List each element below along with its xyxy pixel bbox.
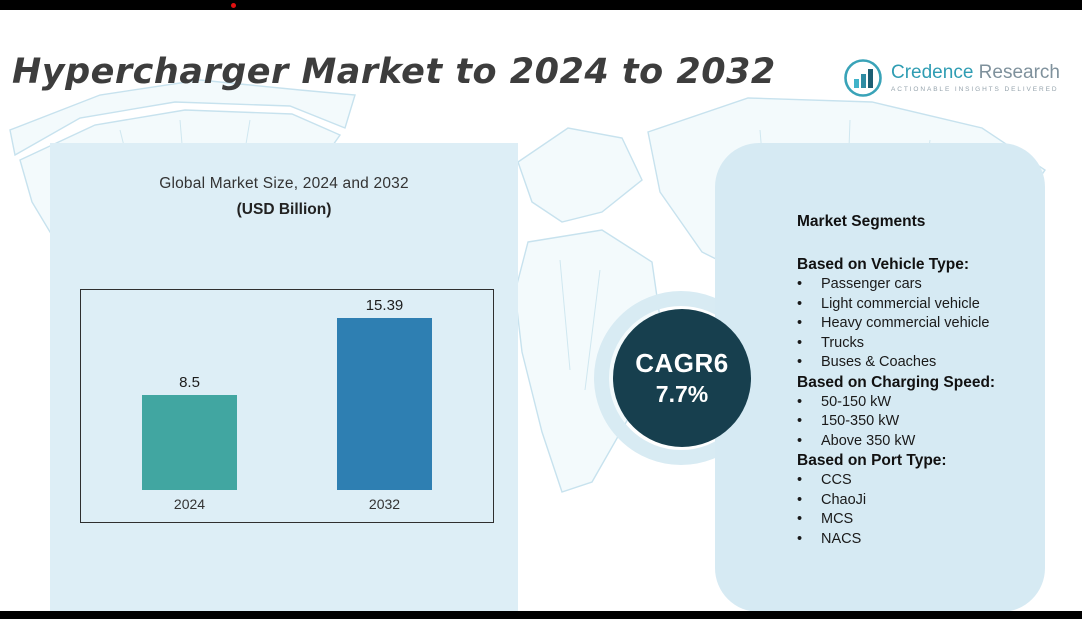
bar-value-label: 15.39 [365, 297, 404, 314]
logo-name: Credence Research [891, 62, 1060, 83]
cagr-badge: CAGR6 7.7% [613, 309, 751, 447]
list-item: • NACS [797, 530, 1029, 550]
logo-chart-icon [844, 59, 882, 97]
bullet-icon: • [797, 491, 803, 508]
chart-heading-line2: (USD Billion) [236, 201, 332, 218]
bar-value-label: 8.5 [179, 374, 200, 391]
list-item: • Buses & Coaches [797, 353, 1029, 373]
top-bar [0, 0, 1082, 10]
segment-list-port-type: • CCS • ChaoJi • MCS • NACS [797, 471, 1029, 549]
segment-list-vehicle-type: • Passenger cars • Light commercial vehicl… [797, 275, 1029, 373]
bar-category-label: 2032 [368, 496, 401, 512]
list-item: • Trucks [797, 334, 1029, 354]
segments-heading: Market Segments [797, 213, 926, 230]
bullet-icon: • [797, 393, 803, 410]
bullet-icon: • [797, 472, 803, 488]
bullet-icon: • [797, 511, 803, 527]
list-item: • 150-350 kW [797, 412, 1029, 432]
bullet-icon: • [797, 276, 803, 292]
cagr-label: CAGR6 [635, 348, 729, 378]
logo-tagline: Actionable Insights Delivered [891, 86, 1059, 93]
red-dot [231, 3, 236, 8]
list-item: • ChaoJi [797, 491, 1029, 511]
list-item: • CCS [797, 471, 1029, 491]
cagr-value: 7.7% [655, 381, 709, 407]
chart-heading-line1: Global Market Size, 2024 and 2032 [159, 175, 409, 192]
bar-group-2024: 8.5 2024 [142, 290, 237, 516]
list-item: • MCS [797, 510, 1029, 530]
segment-section-title: Based on Port Type: [797, 452, 947, 469]
logo-text: Credence Research Actionable Insights De… [891, 62, 1060, 94]
list-item: • Light commercial vehicle [797, 295, 1029, 315]
market-size-panel: Global Market Size, 2024 and 2032 (USD B… [50, 143, 518, 612]
list-item: • Above 350 kW [797, 432, 1029, 452]
bottom-bar [0, 611, 1082, 619]
bar-chart: 8.5 2024 15.39 2032 [80, 289, 494, 523]
segment-list-charging-speed: • 50-150 kW • 150-350 kW • Above 350 kW [797, 393, 1029, 452]
bullet-icon: • [797, 315, 803, 331]
page-title: Hypercharger Market to 2024 to 2032 [12, 52, 776, 92]
list-item: • Heavy commercial vehicle [797, 314, 1029, 334]
list-item: • 50-150 kW [797, 393, 1029, 413]
market-segments-panel: Market Segments Based on Vehicle Type: •… [715, 143, 1045, 612]
list-item: • Passenger cars [797, 275, 1029, 295]
segment-section-title: Based on Vehicle Type: [797, 256, 969, 273]
bullet-icon: • [797, 334, 803, 351]
bar-category-label: 2024 [173, 496, 206, 512]
chart-bar [142, 395, 237, 490]
bullet-icon: • [797, 295, 803, 312]
chart-bar [337, 318, 432, 490]
bullet-icon: • [797, 530, 803, 547]
segment-section-title: Based on Charging Speed: [797, 373, 996, 391]
bullet-icon: • [797, 413, 803, 429]
bar-group-2032: 15.39 2032 [337, 290, 432, 516]
bullet-icon: • [797, 354, 803, 370]
bullet-icon: • [797, 432, 803, 449]
credence-research-logo: Credence Research Actionable Insights De… [843, 58, 1060, 98]
